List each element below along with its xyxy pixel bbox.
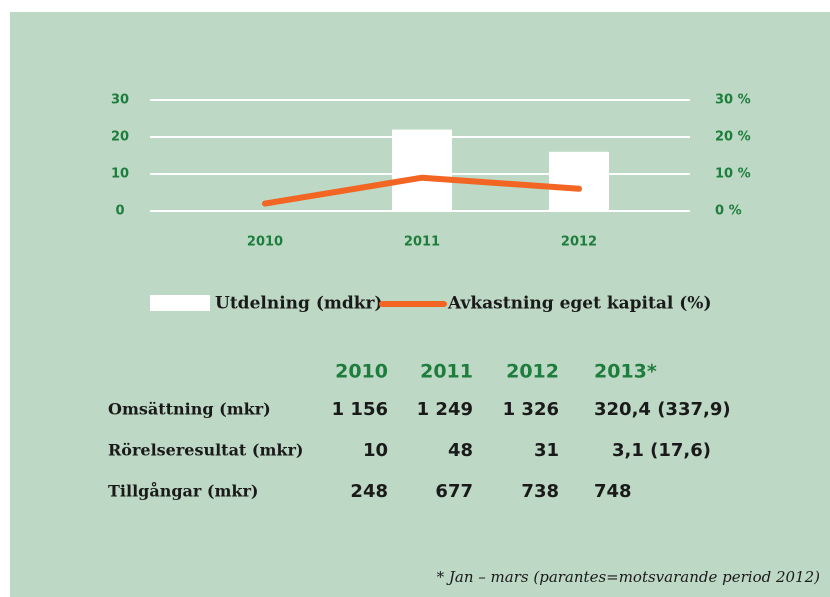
table-cell: 748 (594, 481, 632, 502)
table-cell: 31 (534, 440, 559, 461)
line (262, 174, 582, 207)
y-tick-label: 20 (111, 130, 129, 145)
y-tick-label: 30 (111, 93, 129, 108)
y2-tick-label: 20 % (715, 130, 751, 145)
table-cell: 48 (448, 440, 473, 461)
table-header: 2011 (420, 361, 473, 383)
table-cell: 320,4 (337,9) (594, 399, 731, 420)
table-cell: 10 (363, 440, 388, 461)
table-cell: 677 (435, 481, 473, 502)
row-label: Rörelseresultat (mkr) (108, 441, 303, 460)
table-header: 2010 (335, 361, 388, 383)
bar (549, 151, 609, 211)
bar (392, 129, 452, 211)
table-cell: 1 156 (332, 399, 388, 420)
y2-tick-label: 10 % (715, 167, 751, 182)
legend-label: Avkastning eget kapital (%) (447, 294, 712, 314)
x-tick-label: 2011 (404, 235, 440, 250)
row-label: Omsättning (mkr) (108, 400, 271, 419)
legend-label: Utdelning (mdkr) (215, 294, 383, 314)
table-cell: 738 (521, 481, 559, 502)
y-tick-label: 10 (111, 167, 129, 182)
legend-swatch (150, 295, 210, 311)
table-cell: 3,1 (17,6) (612, 440, 711, 461)
footnote: * Jan – mars (parantes=motsvarande perio… (437, 568, 821, 586)
table-cell: 1 326 (503, 399, 559, 420)
y-tick-label: 0 (115, 204, 124, 219)
row-label: Tillgångar (mkr) (108, 481, 258, 501)
y2-tick-label: 0 % (715, 204, 742, 219)
table-cell: 248 (350, 481, 388, 502)
x-tick-label: 2010 (247, 235, 283, 250)
y2-tick-label: 30 % (715, 93, 751, 108)
table-header: 2013* (594, 361, 657, 383)
x-tick-label: 2012 (561, 235, 597, 250)
table-cell: 1 249 (417, 399, 473, 420)
table-header: 2012 (506, 361, 559, 383)
